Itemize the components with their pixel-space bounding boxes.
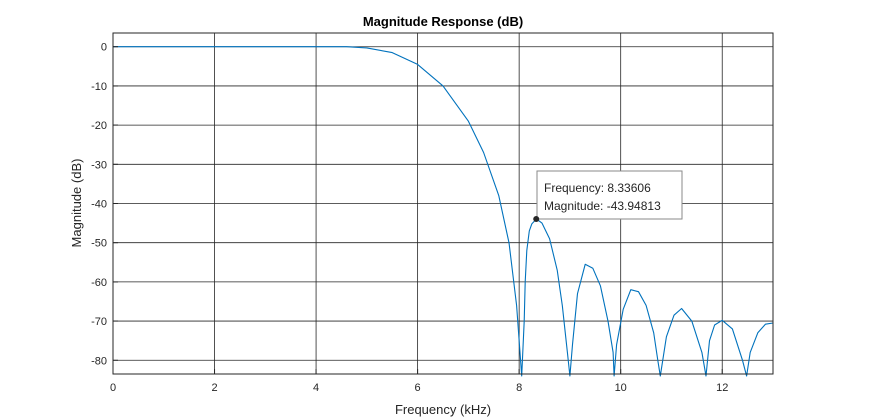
x-tick-label: 0 [110,382,116,394]
tick-layer: 0 2 4 6 8 10 12 0 -10 -20 -30 -40 -50 -60 -70 -80 [91,42,728,394]
x-tick-label: 4 [313,382,319,394]
y-tick-label: -70 [91,316,107,328]
y-tick-label: -80 [91,355,107,367]
datatip-marker[interactable] [533,215,540,222]
series-layer [113,46,774,377]
x-tick-label: 2 [211,382,217,394]
y-tick-label: -50 [91,238,107,250]
y-tick-label: -30 [91,159,107,171]
magnitude-line [113,46,774,377]
x-axis-title: Frequency (kHz) [395,402,491,417]
y-tick-label: -60 [91,277,107,289]
x-tick-label: 10 [615,382,627,394]
y-tick-label: -20 [91,120,107,132]
chart-title: Magnitude Response (dB) [363,14,523,29]
y-tick-label: 0 [101,42,107,54]
x-tick-label: 6 [415,382,421,394]
x-tick-label: 8 [516,382,522,394]
x-tick-label: 12 [716,382,728,394]
datatip-frequency: Frequency: 8.33606 [544,181,651,195]
y-tick-label: -40 [91,199,107,211]
y-tick-label: -10 [91,81,107,93]
y-axis-title: Magnitude (dB) [69,159,84,248]
datatip-box [536,170,683,220]
datatip[interactable]: Frequency: 8.33606 Magnitude: -43.94813 [536,170,683,220]
datatip-magnitude: Magnitude: -43.94813 [544,199,661,213]
